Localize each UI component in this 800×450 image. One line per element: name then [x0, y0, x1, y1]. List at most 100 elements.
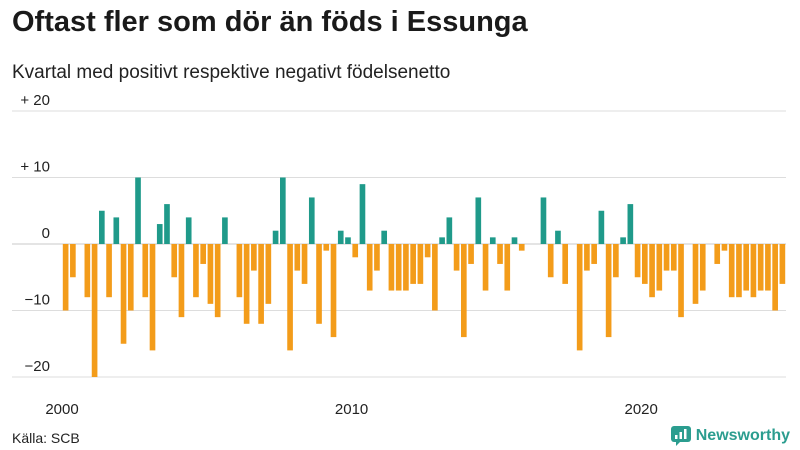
x-tick-label: 2020 [625, 401, 658, 418]
y-tick-label: + 20 [20, 92, 50, 109]
bar [337, 230, 344, 244]
bar [461, 244, 467, 338]
bar [432, 244, 438, 311]
bar [113, 217, 120, 244]
bar [251, 244, 257, 271]
bar [678, 244, 684, 318]
bar [547, 244, 554, 278]
bar [84, 244, 91, 298]
bar [446, 217, 453, 244]
bar [156, 224, 163, 244]
chart-subtitle: Kvartal med positivt respektive negativt… [12, 62, 451, 83]
bar [511, 237, 518, 244]
bar [99, 210, 105, 244]
x-tick-label: 2010 [335, 401, 368, 418]
bar [584, 244, 590, 271]
bar [765, 244, 771, 291]
bar [714, 244, 721, 264]
bar [555, 230, 561, 244]
bar [395, 244, 402, 291]
bar [294, 244, 301, 271]
bar [518, 244, 525, 251]
bar [475, 197, 482, 244]
bar [670, 244, 677, 271]
bar [772, 244, 778, 311]
bar [243, 244, 250, 324]
bar [149, 244, 156, 351]
bar [120, 244, 127, 344]
bar [214, 244, 221, 318]
bar [272, 230, 279, 244]
gridlines [12, 110, 786, 378]
bar [287, 244, 293, 351]
brand-logo: Newsworthy [670, 426, 790, 446]
y-tick-label: + 10 [20, 159, 50, 176]
bar [70, 244, 76, 278]
bar [620, 237, 626, 244]
bar [323, 244, 330, 251]
y-tick-label: 0 [42, 225, 50, 242]
bar [91, 244, 98, 377]
bar [497, 244, 503, 264]
bar [142, 244, 149, 298]
bar [663, 244, 670, 271]
bar [388, 244, 395, 291]
source-note: Källa: SCB [12, 430, 80, 446]
bar [736, 244, 742, 298]
bar [424, 244, 431, 258]
bar [699, 244, 706, 291]
bar [613, 244, 619, 278]
bar [308, 197, 315, 244]
bar [410, 244, 416, 284]
bar [468, 244, 474, 264]
newsworthy-logo-icon [670, 426, 691, 446]
bar [366, 244, 373, 291]
bar [222, 217, 228, 244]
bar [504, 244, 511, 291]
bar [605, 244, 612, 338]
bar [540, 197, 547, 244]
bar [453, 244, 460, 271]
bar [258, 244, 264, 324]
bar [207, 244, 214, 304]
bar [489, 237, 496, 244]
x-tick-label: 2000 [45, 401, 78, 418]
bar [352, 244, 359, 258]
bar [164, 204, 170, 244]
y-axis-ticks: + 20 + 10 0 −10 −20 [20, 92, 50, 375]
bar [200, 244, 207, 264]
chart-title: Oftast fler som dör än föds i Essunga [12, 6, 528, 38]
bar [106, 244, 112, 298]
bar [692, 244, 699, 304]
bar [439, 237, 445, 244]
bar [301, 244, 308, 284]
bar [728, 244, 735, 298]
bar [178, 244, 185, 318]
bar [236, 244, 243, 298]
bar [265, 244, 272, 304]
bar [280, 177, 286, 244]
bar [135, 177, 141, 244]
bars [62, 177, 786, 377]
bar [359, 184, 366, 244]
bar [316, 244, 322, 324]
bar [417, 244, 424, 284]
bar [330, 244, 337, 338]
bar [779, 244, 786, 284]
bar [482, 244, 489, 291]
bar [127, 244, 134, 311]
bar [598, 210, 605, 244]
bar [171, 244, 178, 278]
bar [562, 244, 569, 284]
bar [193, 244, 199, 298]
bar [627, 204, 634, 244]
bar [591, 244, 597, 264]
y-tick-label: −20 [25, 358, 50, 375]
y-tick-label: −10 [25, 292, 50, 309]
brand-name: Newsworthy [695, 427, 790, 444]
bar [656, 244, 663, 291]
bar [185, 217, 192, 244]
bar [374, 244, 380, 271]
bar [576, 244, 583, 351]
